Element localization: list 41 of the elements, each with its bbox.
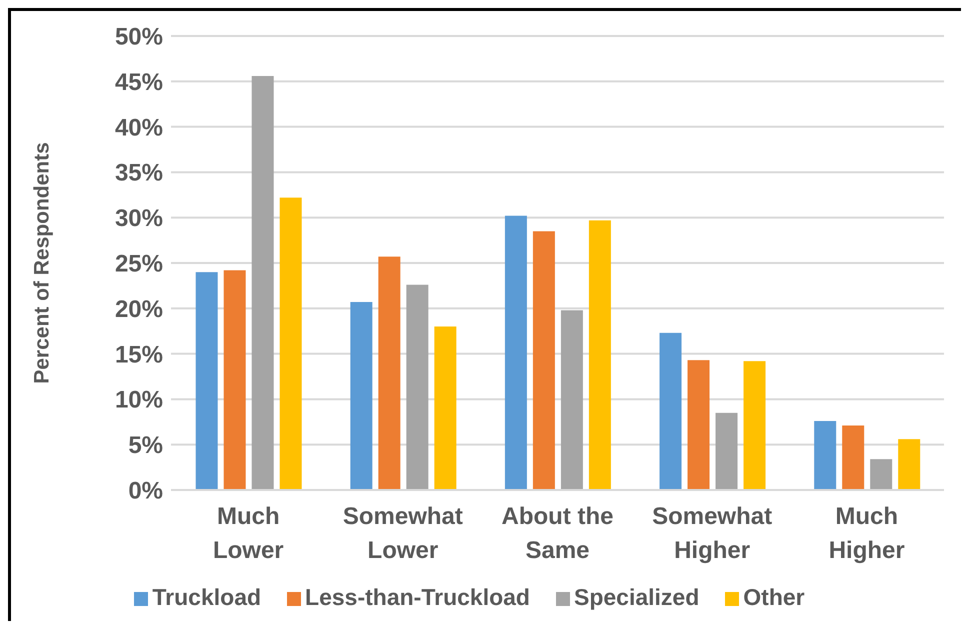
bar [842, 426, 864, 490]
legend-label: Other [743, 584, 805, 610]
y-tick-label: 10% [114, 386, 163, 414]
bar [378, 256, 400, 490]
bar [406, 284, 428, 490]
y-axis-title: Percent of Respondents [30, 142, 54, 384]
x-tick-label: Somewhat Higher [652, 503, 772, 564]
legend-label: Specialized [574, 584, 700, 610]
y-tick-label: 5% [128, 432, 163, 460]
y-tick-label: 35% [114, 160, 163, 187]
x-tick-label: Much Higher [828, 503, 905, 564]
x-tick-label: Much Lower [212, 503, 284, 564]
bar [870, 459, 892, 490]
y-tick-label: 30% [114, 205, 163, 232]
y-tick-label: 0% [128, 478, 163, 505]
x-tick-label: About the Same [502, 503, 614, 564]
bar [350, 302, 372, 490]
legend-label: Less-than-Truckload [305, 584, 530, 610]
bar [280, 198, 302, 490]
bar [560, 310, 583, 490]
bar [588, 220, 611, 490]
y-tick-label: 50% [114, 24, 163, 51]
bar [434, 326, 456, 490]
bar [252, 76, 274, 490]
bar [504, 216, 527, 490]
bar [814, 420, 836, 490]
y-tick-label: 25% [114, 250, 163, 278]
bar [532, 231, 555, 490]
bar [196, 272, 218, 490]
bar [716, 412, 738, 490]
y-tick-label: 15% [114, 341, 163, 368]
bar [660, 332, 682, 490]
legend-label: Truckload [152, 584, 262, 610]
bar [688, 360, 710, 490]
bar [744, 361, 766, 490]
x-tick-label: Somewhat Lower [342, 503, 463, 564]
y-tick-label: 40% [114, 114, 163, 142]
bar [224, 270, 246, 490]
bar [898, 439, 920, 490]
y-tick-label: 20% [114, 296, 163, 323]
y-tick-label: 45% [114, 68, 163, 96]
